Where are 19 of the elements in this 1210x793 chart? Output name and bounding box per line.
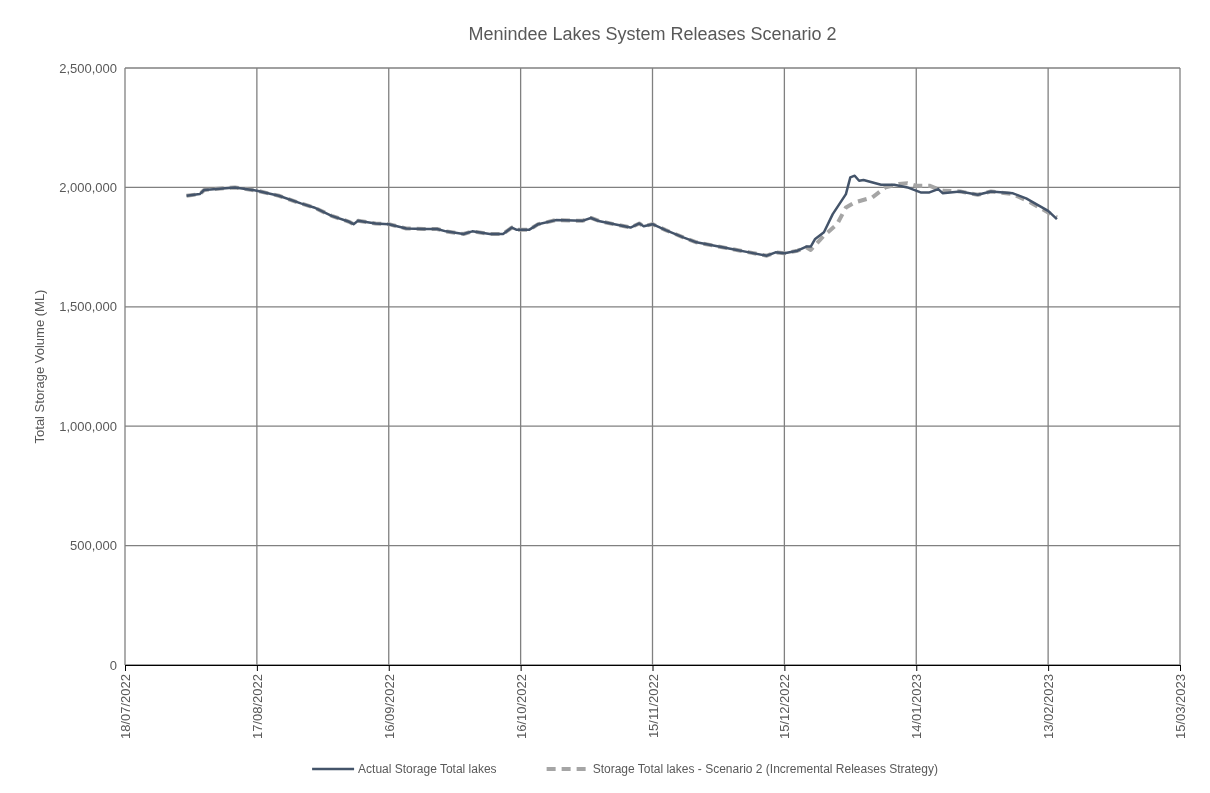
x-tick-label: 13/02/2023: [1041, 674, 1057, 740]
legend-label: Storage Total lakes - Scenario 2 (Incremental Releases Strategy): [592, 762, 938, 777]
x-tick-label: 18/07/2022: [118, 674, 134, 740]
y-tick-label: 2,500,000: [59, 60, 117, 76]
x-tick-label: 15/11/2022: [645, 674, 661, 739]
y-tick-label: 0: [109, 657, 117, 673]
legend-label: Actual Storage Total lakes: [358, 762, 497, 777]
x-tick-label: 16/09/2022: [381, 674, 397, 740]
x-tick-label: 14/01/2023: [909, 674, 925, 740]
y-tick-label: 1,000,000: [59, 418, 117, 434]
y-tick-label: 1,500,000: [59, 299, 117, 315]
x-tick-label: 16/10/2022: [513, 674, 529, 740]
x-tick-label: 15/12/2022: [777, 674, 793, 740]
y-tick-label: 2,000,000: [59, 180, 117, 196]
x-tick-label: 15/03/2023: [1173, 674, 1189, 740]
y-tick-label: 500,000: [70, 538, 117, 554]
chart-title: Menindee Lakes System Releases Scenario 2: [468, 24, 837, 44]
y-axis-title: Total Storage Volume (ML): [32, 289, 47, 444]
x-tick-label: 17/08/2022: [249, 674, 265, 740]
